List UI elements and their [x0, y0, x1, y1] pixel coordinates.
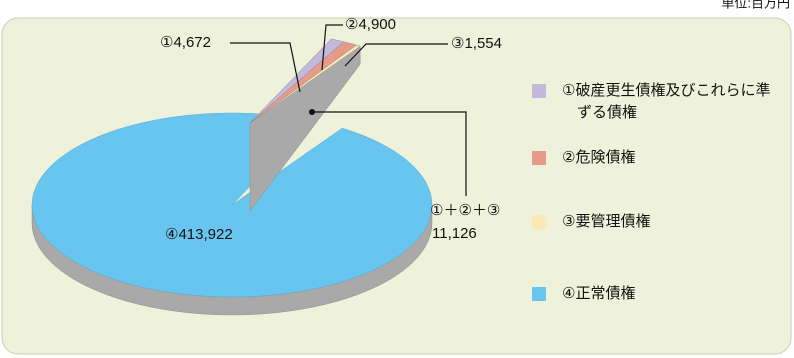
pie-slice — [249, 44, 361, 124]
data-label: ③1,554 — [451, 35, 502, 52]
legend-label: ②危険債権 — [562, 149, 636, 166]
annotation: ①＋②＋③ — [430, 202, 500, 219]
legend-label: ④正常債権 — [562, 285, 636, 302]
pie-slice — [31, 112, 433, 298]
leader-line — [321, 24, 343, 71]
legend-swatch — [532, 84, 546, 98]
leader-line — [344, 43, 448, 67]
legend-label: ③要管理債権 — [562, 213, 651, 230]
legend-swatch — [532, 287, 546, 301]
leader-line — [312, 111, 467, 196]
annotation: 11,126 — [432, 225, 477, 242]
unit-label: 単位:百万円 — [721, 0, 790, 10]
legend-swatch — [532, 215, 546, 229]
data-label: ④413,922 — [165, 226, 233, 243]
legend-swatch — [532, 151, 546, 165]
leader-line — [230, 42, 301, 93]
data-label: ②4,900 — [345, 16, 396, 33]
legend-label: ①破産更生債権及びこれらに準ずる債権 — [562, 82, 771, 121]
data-label: ①4,672 — [160, 34, 211, 51]
leader-dot — [309, 109, 315, 115]
